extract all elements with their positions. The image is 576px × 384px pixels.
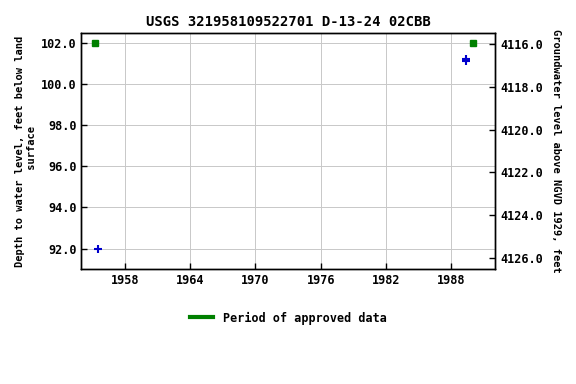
- Legend: Period of approved data: Period of approved data: [185, 307, 391, 329]
- Y-axis label: Depth to water level, feet below land
 surface: Depth to water level, feet below land su…: [15, 35, 37, 266]
- Y-axis label: Groundwater level above NGVD 1929, feet: Groundwater level above NGVD 1929, feet: [551, 29, 561, 273]
- Title: USGS 321958109522701 D-13-24 02CBB: USGS 321958109522701 D-13-24 02CBB: [146, 15, 430, 29]
